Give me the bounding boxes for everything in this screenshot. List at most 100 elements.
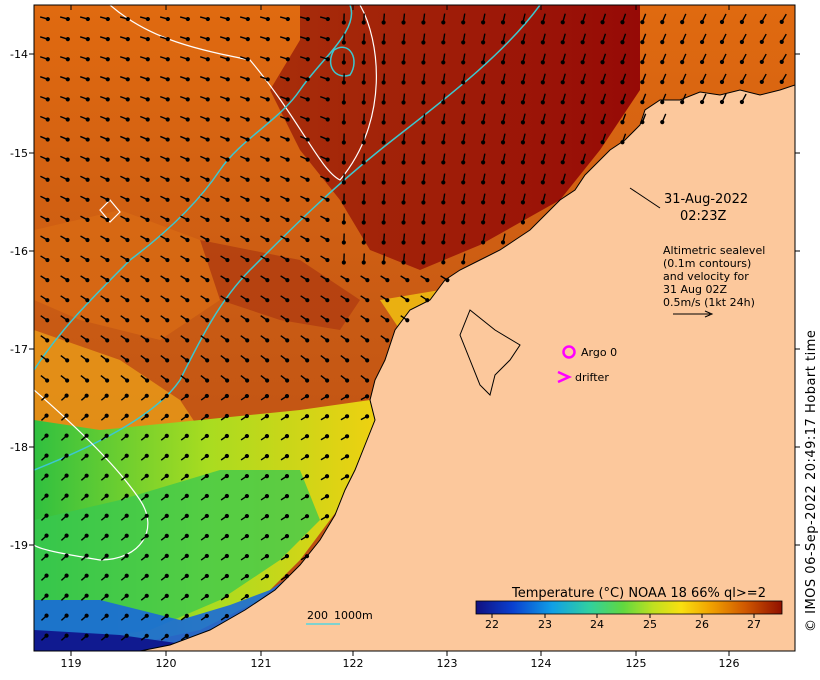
velocity-arrow-head [500,160,506,165]
velocity-arrow-head [441,180,446,185]
velocity-arrow-head [264,553,270,559]
velocity-arrow-head [401,200,406,205]
velocity-arrow-head [104,613,109,618]
velocity-arrow-head [580,100,585,105]
velocity-arrow-head [185,237,190,243]
velocity-arrow-head [421,40,426,45]
velocity-arrow-head [105,257,110,263]
velocity-arrow-head [145,257,150,263]
velocity-arrow-head [719,19,725,25]
velocity-arrow-head [65,217,70,222]
velocity-arrow-head [264,473,270,479]
velocity-arrow-head [264,413,270,419]
velocity-arrows [39,13,787,641]
velocity-arrow-head [381,120,386,125]
velocity-arrow-head [124,393,129,398]
velocity-arrow-head [105,338,110,343]
velocity-arrow-head [381,60,386,65]
velocity-arrow-head [520,100,526,105]
velocity-arrow-head [244,393,250,399]
velocity-arrow-head [85,237,90,243]
velocity-arrow-head [264,453,270,459]
velocity-arrow-head [105,197,110,202]
velocity-arrow-head [204,593,209,599]
velocity-arrow-head [739,19,745,25]
velocity-arrow-head [461,100,466,105]
velocity-arrow-head [580,140,585,145]
velocity-arrow-head [265,217,270,222]
altimetry-note: Altimetric sealevel (0.1m contours) and … [663,244,765,318]
velocity-arrow-head [125,298,130,303]
x-tick-label: 121 [251,657,272,670]
velocity-arrow-head [699,39,705,45]
velocity-arrow-head [184,453,189,459]
velocity-arrow-head [284,474,290,479]
velocity-arrow-head [65,177,70,182]
velocity-arrow-head [481,40,486,45]
velocity-arrow-head [205,57,210,62]
velocity-arrow-head [361,100,366,105]
velocity-arrow-head [481,220,486,225]
velocity-arrow-head [345,318,350,323]
velocity-arrow-head [244,573,250,579]
velocity-arrow-head [600,80,605,85]
velocity-arrow-head [144,433,149,438]
velocity-arrow-head [165,298,170,303]
velocity-arrow-head [85,137,90,142]
velocity-arrow-head [185,197,190,202]
velocity-arrow-head [361,240,366,245]
velocity-arrow-head [481,80,486,85]
velocity-arrow-head [225,217,230,222]
x-axis: 119 120 121 122 123 124 125 126 [61,5,740,670]
velocity-arrow-head [145,338,150,343]
velocity-arrow-head [44,613,49,618]
y-tick-label: -14 [10,48,28,61]
velocity-arrow-head [44,393,49,398]
velocity-arrow-head [164,513,169,518]
velocity-arrow-head [45,77,50,82]
velocity-arrow-head [65,358,70,363]
velocity-arrow-head [225,237,230,243]
velocity-arrow-head [421,80,426,85]
velocity-arrow-head [284,574,290,579]
velocity-arrow-head [345,278,350,283]
velocity-arrow-head [381,140,386,145]
velocity-arrow-head [144,413,149,418]
velocity-arrow-head [65,137,70,142]
velocity-arrow-head [124,433,129,438]
velocity-arrow-head [500,100,506,105]
velocity-arrow-head [45,137,50,142]
velocity-arrow-head [184,613,189,619]
velocity-arrow-head [204,513,209,519]
velocity-arrow-head [185,217,190,222]
velocity-arrow-head [341,120,346,125]
velocity-arrow-head [401,80,406,85]
velocity-arrow-head [500,80,506,85]
velocity-arrow-head [104,573,109,578]
velocity-arrow-head [580,120,585,125]
velocity-arrow-head [461,260,466,265]
velocity-arrow-head [361,140,366,145]
velocity-arrow-head [739,79,745,85]
velocity-arrow-head [85,257,90,263]
velocity-arrow-head [145,177,150,182]
velocity-arrow-head [145,97,150,102]
velocity-arrow-head [325,37,330,42]
velocity-arrow-head [204,393,209,399]
velocity-arrow-head [165,217,170,222]
velocity-arrow-head [361,120,366,125]
velocity-arrow-head [325,177,330,182]
velocity-arrow-head [225,137,230,142]
drifter-marker-icon [557,370,573,384]
velocity-arrow-head [45,37,50,42]
velocity-arrow-head [165,378,170,383]
velocity-arrow-head [285,137,290,142]
velocity-arrow-head [305,57,310,62]
velocity-arrow-head [640,60,645,65]
velocity-arrow-head [245,217,250,222]
velocity-arrow-head [165,358,170,363]
y-tick-label: -17 [10,343,28,356]
velocity-arrow-head [265,197,270,202]
velocity-arrow-head [325,338,330,343]
ocean-temperature-field [34,5,795,651]
